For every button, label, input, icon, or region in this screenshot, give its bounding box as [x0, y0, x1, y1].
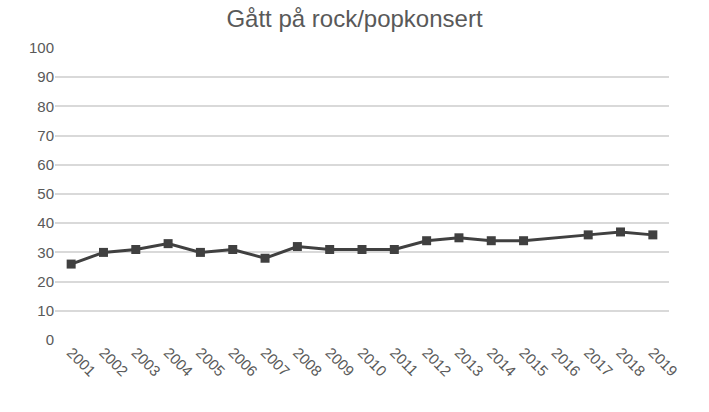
svg-text:2017: 2017 [581, 344, 617, 380]
svg-text:60: 60 [37, 156, 54, 173]
svg-text:40: 40 [37, 214, 54, 231]
svg-text:2016: 2016 [548, 344, 584, 380]
svg-text:2008: 2008 [290, 344, 326, 380]
svg-text:90: 90 [37, 68, 54, 85]
svg-text:2005: 2005 [193, 344, 229, 380]
svg-text:2009: 2009 [322, 344, 358, 380]
svg-text:30: 30 [37, 244, 54, 261]
svg-text:10: 10 [37, 302, 54, 319]
svg-text:2012: 2012 [419, 344, 455, 380]
svg-text:2015: 2015 [516, 344, 552, 380]
svg-text:2003: 2003 [128, 344, 164, 380]
svg-text:0: 0 [46, 331, 54, 348]
svg-text:2001: 2001 [64, 344, 100, 380]
svg-text:20: 20 [37, 273, 54, 290]
svg-text:100: 100 [29, 39, 54, 56]
svg-text:2010: 2010 [355, 344, 391, 380]
svg-text:2002: 2002 [96, 344, 132, 380]
svg-text:Gått på rock/popkonsert: Gått på rock/popkonsert [226, 5, 482, 32]
svg-text:2019: 2019 [645, 344, 681, 380]
svg-text:2013: 2013 [452, 344, 488, 380]
svg-text:70: 70 [37, 127, 54, 144]
svg-text:2018: 2018 [613, 344, 649, 380]
svg-text:50: 50 [37, 185, 54, 202]
svg-text:2004: 2004 [161, 344, 197, 380]
svg-text:80: 80 [37, 98, 54, 115]
svg-text:2006: 2006 [225, 344, 261, 380]
svg-text:2014: 2014 [484, 344, 520, 380]
svg-text:2007: 2007 [258, 344, 294, 380]
svg-text:2011: 2011 [387, 344, 422, 379]
